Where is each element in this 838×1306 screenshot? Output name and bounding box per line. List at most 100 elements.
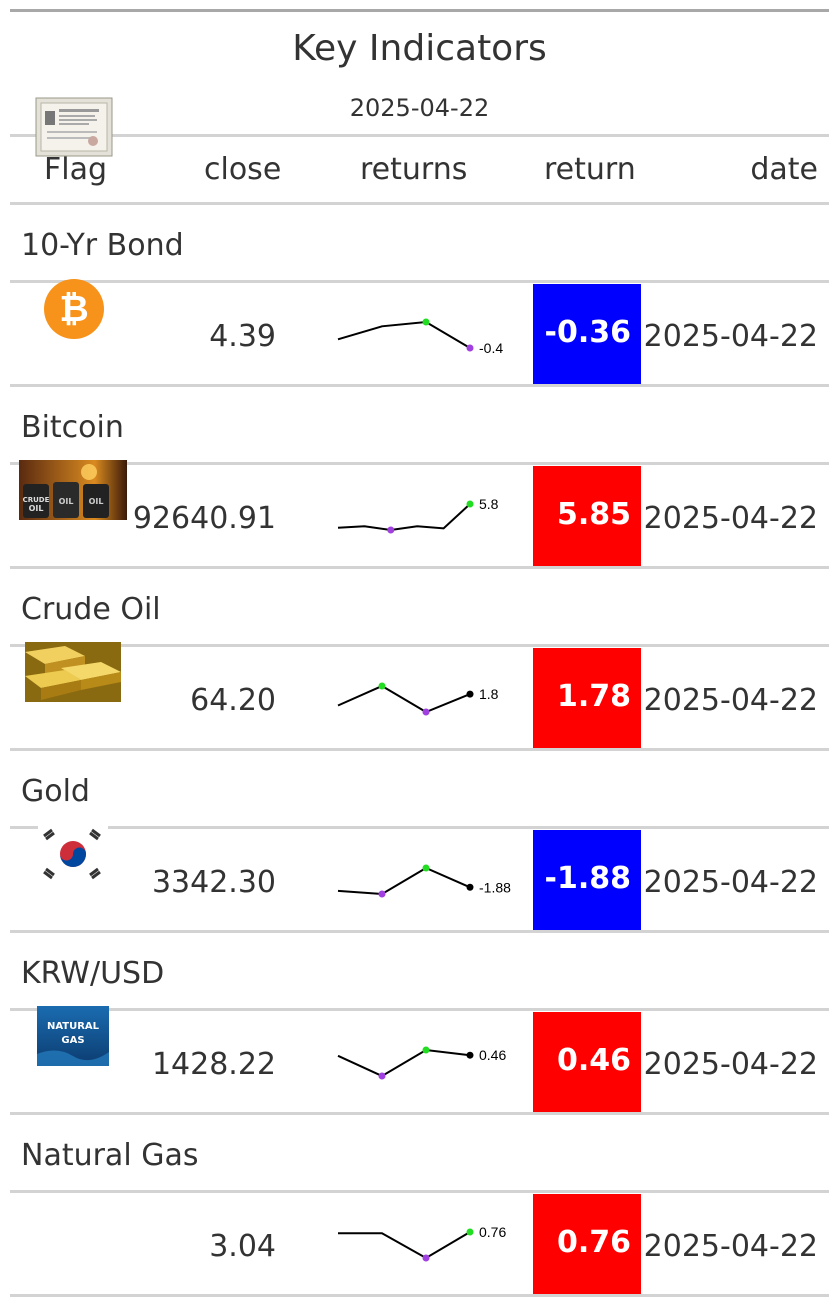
- sparkline-last-point: [466, 883, 474, 891]
- date-value: 2025-04-22: [643, 865, 818, 900]
- svg-text:OIL: OIL: [89, 497, 104, 506]
- sparkline-label: -1.88: [479, 879, 511, 895]
- sparkline-line: [337, 684, 471, 714]
- date-value: 2025-04-22: [643, 319, 818, 354]
- sparkline-last-point: [466, 344, 474, 352]
- svg-text:OIL: OIL: [29, 504, 44, 513]
- return-value: -0.36: [544, 315, 631, 350]
- return-value: 1.78: [556, 679, 631, 714]
- group-rule: [10, 1190, 829, 1193]
- sparkline-label: 1.8: [479, 686, 499, 702]
- sparkline-label: 0.46: [479, 1047, 506, 1063]
- sparkline-high-point: [422, 1046, 430, 1054]
- date-value: 2025-04-22: [643, 1047, 818, 1082]
- sparkline-last-point: [466, 1051, 474, 1059]
- return-value: 5.85: [556, 497, 631, 532]
- returns-sparkline: 0.46: [330, 1036, 530, 1086]
- header-bottom-rule: [10, 202, 829, 205]
- row-rule: [10, 930, 829, 933]
- sparkline-low-point: [422, 708, 430, 716]
- sparkline-low-point: [387, 526, 395, 534]
- group-rule: [10, 1008, 829, 1011]
- bitcoin-icon: ₿: [43, 278, 105, 344]
- row-rule: [10, 1294, 829, 1297]
- sparkline-low-point: [378, 1072, 386, 1080]
- group-rule: [10, 644, 829, 647]
- returns-sparkline: -1.88: [330, 854, 530, 904]
- sparkline-svg: 0.76: [338, 1224, 506, 1262]
- svg-text:OIL: OIL: [59, 497, 74, 506]
- date-value: 2025-04-22: [643, 1229, 818, 1264]
- sparkline-line: [337, 503, 471, 532]
- group-label: Gold: [21, 774, 90, 809]
- column-header-date: date: [750, 152, 818, 187]
- return-cell: 5.85: [533, 466, 641, 566]
- return-cell: 0.46: [533, 1012, 641, 1112]
- svg-text:CRUDE: CRUDE: [23, 496, 50, 504]
- svg-text:₿: ₿: [59, 289, 88, 330]
- sparkline-svg: 0.46: [337, 1046, 506, 1080]
- returns-sparkline: -0.4: [330, 308, 530, 358]
- group-rule: [10, 826, 829, 829]
- return-value: 0.46: [556, 1043, 631, 1078]
- sparkline-high-point: [422, 864, 430, 872]
- crude-oil-barrels-icon: CRUDE OIL OIL OIL: [19, 460, 127, 524]
- returns-sparkline: 0.76: [330, 1218, 530, 1268]
- header-top-rule: [10, 134, 829, 137]
- sparkline-svg: 5.8: [337, 496, 499, 534]
- bond-certificate-icon: [35, 97, 113, 161]
- sparkline-line: [337, 866, 471, 896]
- group-label: Natural Gas: [21, 1138, 199, 1173]
- close-value: 64.20: [190, 683, 276, 718]
- return-value: 0.76: [556, 1225, 631, 1260]
- date-value: 2025-04-22: [643, 683, 818, 718]
- group-label: Bitcoin: [21, 410, 124, 445]
- table-subtitle: 2025-04-22: [349, 94, 490, 122]
- return-cell: -1.88: [533, 830, 641, 930]
- column-header-returns: returns: [360, 152, 468, 187]
- column-header-flag: Flag: [44, 152, 108, 187]
- return-value: -1.88: [544, 861, 631, 896]
- sparkline-last-point: [466, 500, 474, 508]
- row-rule: [10, 748, 829, 751]
- flag-text: NATURAL GAS: [46, 1021, 100, 1046]
- return-cell: 0.76: [533, 1194, 641, 1294]
- table-title: Key Indicators: [292, 28, 547, 69]
- close-value: 92640.91: [132, 501, 276, 536]
- natural-gas-icon: NATURAL GAS: [37, 1006, 109, 1070]
- return-cell: 1.78: [533, 648, 641, 748]
- sparkline-label: -0.4: [479, 340, 503, 356]
- top-rule: [10, 9, 829, 12]
- return-cell: -0.36: [533, 284, 641, 384]
- sparkline-last-point: [466, 1228, 474, 1236]
- returns-sparkline: 1.8: [330, 672, 530, 722]
- sparkline-svg: -0.4: [337, 318, 503, 356]
- close-value: 4.39: [209, 319, 276, 354]
- date-value: 2025-04-22: [643, 501, 818, 536]
- close-value: 3.04: [209, 1229, 276, 1264]
- sparkline-high-point: [422, 318, 430, 326]
- sparkline-svg: -1.88: [337, 864, 511, 898]
- sparkline-line: [337, 1048, 471, 1078]
- group-rule: [10, 280, 829, 283]
- close-value: 3342.30: [151, 865, 276, 900]
- column-header-close: close: [204, 152, 282, 187]
- sparkline-line: [337, 320, 471, 349]
- sparkline-label: 0.76: [479, 1224, 506, 1240]
- group-rule: [10, 462, 829, 465]
- group-label: Crude Oil: [21, 592, 161, 627]
- sparkline-low-point: [378, 890, 386, 898]
- row-rule: [10, 566, 829, 569]
- sparkline-line: [338, 1231, 471, 1260]
- row-rule: [10, 1112, 829, 1115]
- group-label: KRW/USD: [21, 956, 165, 991]
- group-label: 10-Yr Bond: [21, 228, 184, 263]
- returns-sparkline: 5.8: [330, 490, 530, 540]
- gold-bars-icon: [25, 642, 121, 706]
- korea-flag-icon: [38, 826, 108, 886]
- sparkline-svg: 1.8: [337, 682, 499, 716]
- sparkline-low-point: [422, 1254, 430, 1262]
- sparkline-high-point: [378, 682, 386, 690]
- sparkline-label: 5.8: [479, 496, 499, 512]
- row-rule: [10, 384, 829, 387]
